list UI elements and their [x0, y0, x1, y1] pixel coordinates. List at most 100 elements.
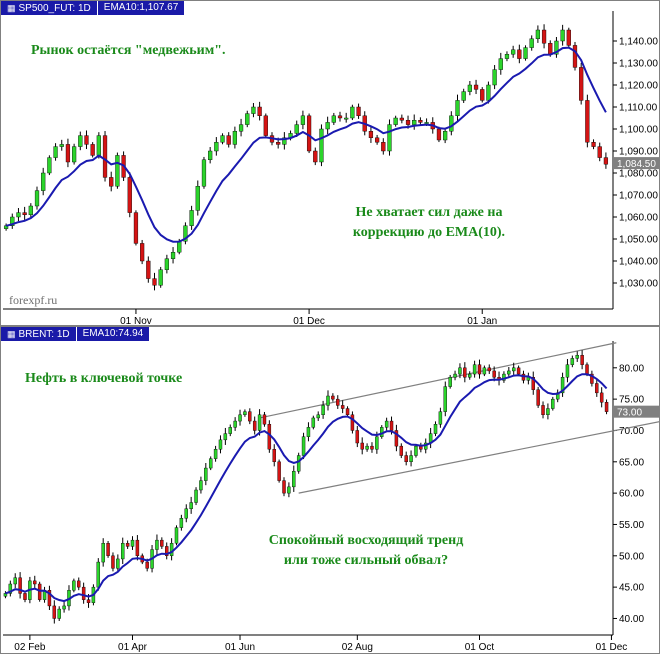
- brent-candle-body: [111, 555, 115, 569]
- sp500-candle-body: [585, 100, 590, 143]
- brent-y-tick-label: 45.00: [619, 583, 644, 594]
- sp500-candle-body: [238, 124, 244, 132]
- sp500-candle-body: [10, 216, 15, 227]
- brent-candle-body: [199, 480, 203, 491]
- sp500-candle-body: [325, 122, 330, 130]
- sp500-candle-body: [579, 67, 584, 101]
- brent-candle-body: [492, 370, 496, 378]
- sp500-candle-body: [572, 45, 578, 68]
- brent-candle-body: [282, 480, 286, 494]
- sp500-candle-body: [591, 141, 596, 147]
- brent-candle-body: [33, 580, 37, 585]
- sp500-ema-label[interactable]: EMA10:1,107.67: [97, 1, 186, 15]
- sp500-candle-body: [109, 177, 114, 187]
- sp500-candle-body: [232, 130, 238, 145]
- brent-candle-body: [184, 508, 188, 519]
- sp500-candle-body: [16, 212, 21, 218]
- sp500-y-tick-label: 1,100.00: [619, 125, 658, 136]
- brent-annotation-question-line1: Спокойный восходящий тренд: [268, 533, 464, 548]
- brent-candle-body: [13, 577, 17, 585]
- sp500-candle-body: [405, 119, 411, 125]
- brent-y-tick-label: 65.00: [619, 457, 644, 468]
- brent-candle-body: [595, 383, 599, 394]
- brent-candle-body: [399, 445, 404, 456]
- sp500-candle-body: [47, 157, 52, 174]
- sp500-candle-body: [78, 135, 83, 147]
- brent-candle-body: [296, 455, 301, 472]
- brent-candle-body: [384, 420, 389, 428]
- brent-candle-body: [257, 414, 262, 431]
- sp500-y-tick-label: 1,060.00: [619, 213, 658, 224]
- sp500-candle-body: [517, 49, 522, 59]
- brent-candle-body: [101, 543, 105, 563]
- sp500-candle-body: [146, 260, 151, 279]
- sp500-candle-body: [41, 172, 46, 191]
- sp500-candle-body: [467, 84, 472, 92]
- brent-symbol-tab[interactable]: ▦ BRENT: 1D: [1, 327, 77, 341]
- brent-x-tick-label: 01 Apr: [118, 642, 148, 653]
- sp500-candle-body: [461, 91, 466, 101]
- sp500-candle-body: [443, 130, 448, 141]
- brent-candle-body: [604, 402, 609, 412]
- sp500-x-tick-label: 01 Nov: [120, 316, 152, 325]
- brent-candle-body: [570, 358, 575, 365]
- sp500-candle-body: [65, 144, 71, 163]
- brent-candle-body: [394, 430, 399, 447]
- sp500-candle-body: [294, 124, 299, 134]
- brent-candle-body: [541, 405, 545, 416]
- brent-candle-body: [472, 364, 477, 375]
- brent-symbol-label: BRENT: 1D: [18, 329, 70, 340]
- sp500-candle-body: [350, 106, 355, 119]
- brent-candle-body: [106, 543, 110, 556]
- brent-candle-body: [116, 558, 120, 569]
- brent-candle-body: [86, 599, 91, 603]
- watermark: forexpf.ru: [9, 293, 58, 307]
- sp500-candle-body: [300, 115, 306, 125]
- sp500-candle-body: [164, 258, 169, 270]
- brent-candle-body: [585, 364, 589, 375]
- sp500-candle-body: [548, 43, 553, 55]
- brent-candle-body: [370, 445, 374, 450]
- sp500-candle-body: [140, 243, 145, 262]
- sp500-symbol-label: SP500_FUT: 1D: [18, 3, 91, 14]
- sp500-candle-body: [486, 84, 491, 101]
- brent-title-bar: ▦ BRENT: 1D EMA10:74.94: [1, 327, 151, 341]
- sp500-candle-body: [560, 29, 565, 42]
- sp500-candle-body: [282, 137, 287, 145]
- brent-x-tick-label: 01 Dec: [596, 642, 628, 653]
- brent-ema-label[interactable]: EMA10:74.94: [76, 327, 151, 341]
- sp500-candle-body: [245, 113, 250, 125]
- sp500-candle-body: [127, 177, 132, 213]
- sp500-candle-body: [344, 117, 349, 120]
- sp500-candle-body: [90, 144, 95, 156]
- sp500-candle-body: [220, 135, 225, 143]
- brent-x-tick-label: 01 Jun: [225, 642, 255, 653]
- brent-y-tick-label: 60.00: [619, 489, 644, 500]
- brent-candle-body: [77, 580, 81, 588]
- brent-candle-body: [321, 405, 325, 416]
- sp500-candle-body: [189, 210, 194, 226]
- sp500-candle-body: [374, 137, 380, 143]
- sp500-candle-body: [170, 251, 176, 259]
- sp500-annotation-ema: Не хватает сил даже на коррекцию до EMA(…: [329, 203, 529, 243]
- sp500-candle-body: [387, 124, 392, 152]
- sp500-candle-body: [201, 159, 207, 187]
- brent-candle-body: [590, 373, 594, 384]
- brent-candle-body: [208, 458, 213, 469]
- brent-candle-body: [243, 411, 247, 415]
- brent-candle-body: [301, 436, 306, 456]
- brent-y-tick-label: 40.00: [619, 614, 644, 625]
- sp500-candle-body: [177, 240, 182, 253]
- brent-candle-body: [287, 486, 291, 494]
- brent-candle-body: [340, 405, 345, 409]
- brent-candle-body: [23, 593, 27, 600]
- brent-candle-body: [277, 461, 281, 481]
- sp500-candle-body: [424, 122, 429, 124]
- brent-candle-body: [409, 455, 413, 463]
- sp500-symbol-tab[interactable]: ▦ SP500_FUT: 1D: [1, 1, 98, 15]
- brent-candle-body: [404, 455, 408, 463]
- sp500-y-tick-label: 1,110.00: [619, 103, 658, 114]
- brent-candle-body: [487, 367, 491, 372]
- sp500-candle-body: [393, 117, 398, 125]
- brent-annotation-question-line2: или тоже сильный обвал?: [283, 553, 449, 568]
